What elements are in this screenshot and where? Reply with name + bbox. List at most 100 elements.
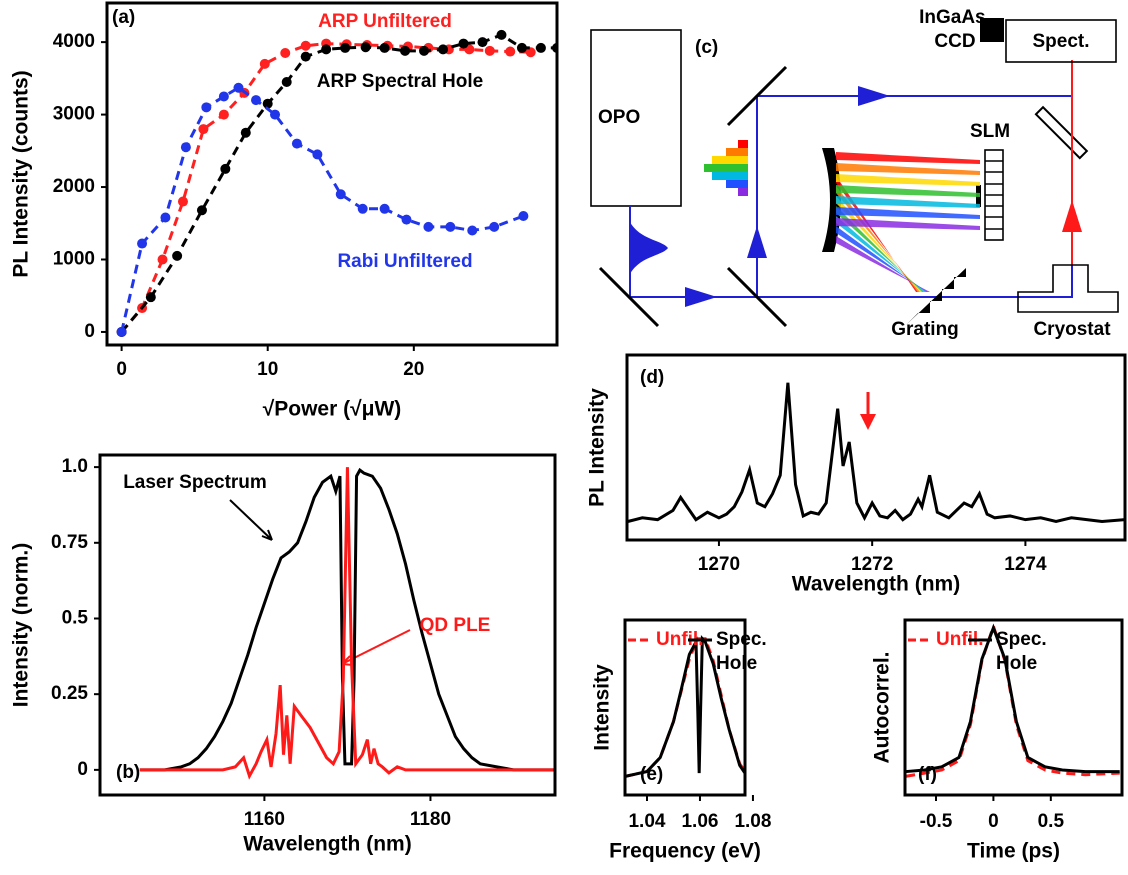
- x-axis-label: Wavelength (nm): [243, 833, 411, 856]
- data-point: [445, 221, 456, 232]
- data-point: [419, 45, 430, 56]
- data-point: [137, 238, 148, 249]
- panel-label: (c): [695, 37, 718, 58]
- spectrometer-label: Spect.: [1032, 31, 1089, 52]
- signal-arrow: [1062, 200, 1082, 232]
- x-axis-label: Frequency (eV): [609, 840, 761, 863]
- x-axis-label: Time (ps): [967, 840, 1060, 863]
- legend-label: Spec. Hole: [996, 629, 1052, 674]
- opo-label: OPO: [598, 107, 640, 128]
- data-point: [484, 45, 495, 56]
- y-axis-label: Intensity: [591, 664, 614, 751]
- y-axis-label: Intensity (norm.): [10, 543, 33, 708]
- series-line: [120, 85, 524, 333]
- y-tick-label: 0: [77, 759, 88, 780]
- x-axis-label: √Power (√μW): [263, 398, 402, 421]
- y-axis-label: Autocorrel.: [871, 651, 894, 763]
- data-point: [218, 91, 229, 102]
- ray: [836, 152, 980, 164]
- data-point: [270, 109, 281, 120]
- y-tick-label: 1000: [53, 249, 95, 270]
- x-tick-label: 1.06: [681, 811, 718, 832]
- data-point: [116, 326, 127, 337]
- beam-arrow: [747, 226, 767, 258]
- data-point: [458, 38, 469, 49]
- spectrum-slice: [712, 172, 748, 180]
- x-tick-label: 1160: [244, 809, 285, 830]
- x-tick-label: 0: [988, 811, 999, 832]
- x-tick-label: 1274: [1004, 554, 1047, 575]
- data-point: [401, 214, 412, 225]
- beam-arrow: [858, 86, 890, 106]
- ray: [836, 226, 928, 292]
- plot-frame: [623, 618, 747, 797]
- data-point: [335, 189, 346, 200]
- panel: 1160 1180 0 0.25 0.5 0.75 1.0 Wavelength (nm) In…: [10, 453, 557, 856]
- plot-frame: [625, 353, 1127, 542]
- x-tick-label: 1270: [698, 554, 740, 575]
- ccd-label: InGaAs CCD: [919, 7, 991, 52]
- data-point: [291, 138, 302, 149]
- legend-label: Unfil.: [656, 629, 704, 650]
- data-point: [262, 98, 273, 109]
- y-axis-label: PL Intensity: [586, 388, 609, 507]
- data-point: [281, 76, 292, 87]
- data-point: [477, 37, 488, 48]
- plot-area: [905, 621, 1120, 778]
- series-line: [120, 33, 557, 333]
- data-point: [467, 225, 478, 236]
- panel: -0.5 0 0.5 Time (ps) Autocorrel. Unfil. Spec. …: [871, 618, 1124, 863]
- data-point: [157, 254, 168, 265]
- data-point: [379, 203, 390, 214]
- ray: [836, 196, 980, 208]
- x-tick-label: 1.04: [628, 811, 665, 832]
- plot-area: [627, 382, 1125, 524]
- data-point: [300, 40, 311, 51]
- spectrum-slice: [704, 164, 748, 172]
- mirror: [598, 266, 660, 328]
- panel: 1.04 1.06 1.08 Frequency (eV) Intensity Unfil…: [591, 618, 772, 863]
- plot-frame: [903, 618, 1124, 797]
- panel-label: (b): [116, 762, 140, 783]
- x-tick-label: 0: [116, 359, 127, 380]
- plot-area: [139, 467, 555, 780]
- data-point: [525, 47, 536, 58]
- plot-area: [116, 29, 557, 337]
- pulse: [630, 222, 668, 274]
- data-point: [505, 46, 516, 57]
- data-point: [518, 211, 529, 222]
- data-point: [312, 149, 323, 160]
- cryostat-label: Cryostat: [1033, 319, 1111, 340]
- data-point: [300, 51, 311, 62]
- x-tick-label: 20: [403, 359, 424, 380]
- data-point: [516, 42, 527, 53]
- series-label: Laser Spectrum: [123, 472, 267, 493]
- data-point: [218, 109, 229, 120]
- mirror: [726, 65, 788, 127]
- y-tick-label: 1.0: [62, 456, 88, 477]
- grating-shape: [906, 268, 966, 325]
- data-point: [321, 44, 332, 55]
- ccd: [980, 18, 1004, 42]
- x-tick-label: 1.08: [734, 811, 771, 832]
- x-tick-label: -0.5: [920, 811, 953, 832]
- data-point: [360, 42, 371, 53]
- series-line: [627, 382, 1125, 524]
- data-point: [220, 163, 231, 174]
- dispersed-beams: [836, 152, 980, 292]
- y-tick-label: 2000: [53, 176, 95, 197]
- panel: 0 10 20 0 1000 2000 3000 4000 √Power (√μW) PL Int…: [10, 1, 559, 421]
- data-point: [535, 42, 546, 53]
- x-tick-label: 1272: [851, 554, 893, 575]
- panel-label: (f): [918, 764, 937, 785]
- panel-label: (d): [640, 367, 664, 388]
- data-point: [357, 203, 368, 214]
- x-axis-label: Wavelength (nm): [792, 573, 960, 596]
- series-line: [906, 623, 1120, 774]
- data-point: [198, 124, 209, 135]
- data-point: [438, 44, 449, 55]
- series-label: QD PLE: [420, 615, 491, 636]
